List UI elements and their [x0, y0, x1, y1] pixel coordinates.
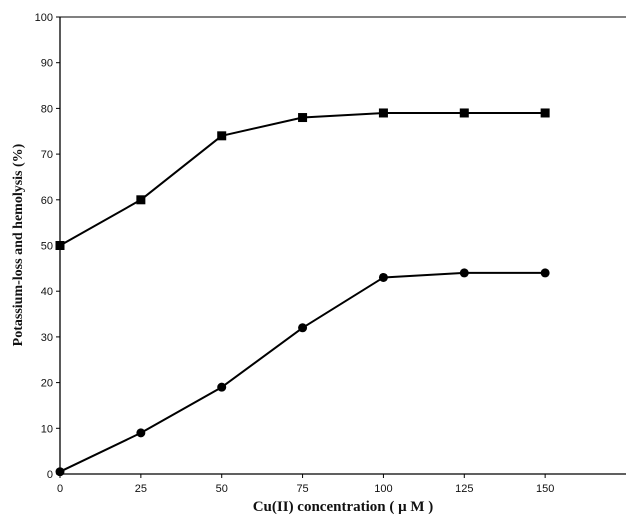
y-tick-label: 90	[41, 58, 53, 70]
y-tick-label: 70	[41, 149, 53, 161]
y-tick-label: 30	[41, 332, 53, 344]
data-point-circle	[136, 428, 146, 438]
y-tick-label: 80	[41, 103, 53, 115]
x-tick-label: 100	[374, 483, 392, 495]
data-point-square	[55, 241, 65, 250]
y-axis-title: Potassium-loss and hemolysis (%)	[11, 143, 26, 346]
x-tick-label: 25	[135, 483, 147, 495]
series-square	[55, 108, 550, 250]
series-circle	[55, 268, 550, 477]
y-tick-label: 20	[41, 378, 53, 390]
data-point-square	[459, 108, 469, 118]
series-line	[59, 271, 546, 473]
y-tick-label: 0	[47, 469, 53, 481]
data-point-circle	[55, 467, 65, 477]
data-point-circle	[217, 382, 227, 392]
y-tick-label: 100	[35, 12, 53, 24]
data-point-square	[217, 131, 227, 141]
y-tick-label: 40	[41, 286, 53, 298]
plot-area	[59, 16, 626, 475]
x-tick-label: 0	[57, 483, 63, 495]
y-tick-label: 60	[41, 195, 53, 207]
series-layer	[55, 108, 550, 477]
data-point-square	[298, 113, 308, 123]
data-point-square	[378, 108, 388, 118]
data-point-circle	[459, 268, 469, 278]
y-tick-label: 10	[41, 423, 53, 435]
data-point-circle	[378, 272, 388, 282]
x-tick-label: 125	[455, 483, 473, 495]
x-tick-label: 150	[536, 483, 554, 495]
series-line	[59, 112, 546, 247]
x-tick-label: 75	[296, 483, 308, 495]
y-axis-ticks: 0 10 20 30 40 50 60 70 80 90 100	[35, 12, 60, 481]
x-axis-title: Cu(II) concentration ( μ M )	[253, 499, 434, 515]
y-tick-label: 50	[41, 241, 53, 253]
data-point-circle	[298, 323, 308, 333]
data-point-square	[540, 108, 550, 118]
x-tick-label: 50	[216, 483, 228, 495]
data-point-square	[136, 195, 146, 205]
x-axis-ticks: 0 25 50 75 100 125 150	[57, 474, 554, 495]
data-point-circle	[540, 268, 550, 278]
